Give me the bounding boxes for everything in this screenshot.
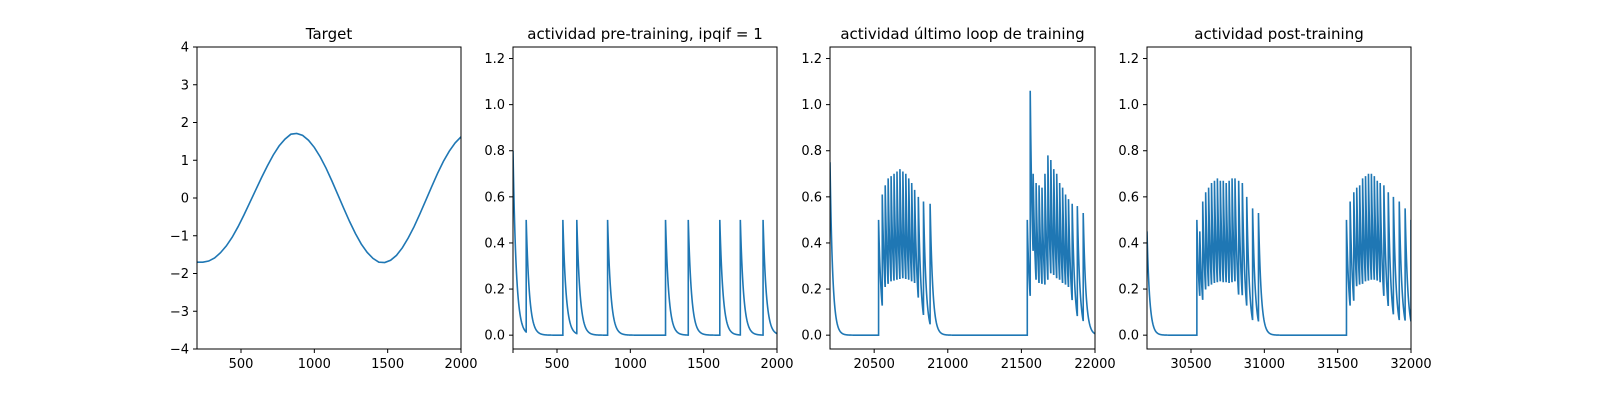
x-tick-label: 2000 [444,357,477,372]
x-tick-label: 32000 [1390,357,1431,372]
y-tick-label: 0.4 [484,236,505,251]
axes-frame [196,46,462,350]
axes-frame [512,46,778,350]
axes-frame [1146,46,1412,350]
y-tick-label: 1.0 [484,98,505,113]
y-tick-label: 1.0 [1118,98,1139,113]
y-tick-label: 2 [181,116,189,131]
y-tick-label: 0.4 [1118,236,1139,251]
x-tick-label: 500 [545,357,570,372]
series-line [513,150,777,336]
x-tick-label: 1500 [371,357,404,372]
y-tick-label: −2 [170,267,189,282]
y-tick-label: 3 [181,78,189,93]
y-tick-label: 0.6 [1118,190,1139,205]
series-line [197,132,461,264]
subplot-title: actividad pre-training, ipqif = 1 [527,25,763,43]
y-tick-label: 0.6 [484,190,505,205]
subplot-3: actividad último loop de training 20500 21… [801,25,1115,372]
y-tick-label: 0.8 [801,144,822,159]
subplot-4: actividad post-training 30500 31000 31500 32… [1118,25,1431,372]
y-tick-label: 0.2 [484,283,505,298]
y-tick-label: 0.8 [1118,144,1139,159]
y-tick-label: 1.2 [1118,52,1139,67]
y-tick-label: −3 [170,305,189,320]
x-tick-label: 1000 [614,357,647,372]
y-tick-label: 4 [181,41,189,56]
y-tick-label: 1 [181,154,189,169]
y-tick-label: 1.0 [801,98,822,113]
y-tick-label: 0.6 [801,190,822,205]
subplot-title: actividad último loop de training [840,25,1084,43]
x-tick-label: 31500 [1317,357,1358,372]
subplot-2: actividad pre-training, ipqif = 1 500 1000… [484,25,793,372]
x-tick-label: 30500 [1170,357,1211,372]
x-tick-label: 1000 [298,357,331,372]
y-tick-label: 0 [181,192,189,207]
x-tick-label: 31000 [1244,357,1285,372]
series-line [830,90,1095,336]
y-tick-label: 0.8 [484,144,505,159]
x-tick-label: 22000 [1074,357,1115,372]
y-tick-label: −1 [170,229,189,244]
y-tick-label: 0.0 [1118,329,1139,344]
x-tick-label: 2000 [760,357,793,372]
y-tick-label: 0.4 [801,236,822,251]
y-tick-label: 1.2 [801,52,822,67]
x-tick-label: 500 [229,357,254,372]
x-tick-label: 20500 [853,357,894,372]
subplot-title: Target [305,25,353,43]
x-tick-label: 1500 [687,357,720,372]
x-tick-label: 21500 [1001,357,1042,372]
y-tick-label: 0.0 [484,329,505,344]
y-tick-label: 0.2 [1118,283,1139,298]
y-tick-label: 0.0 [801,329,822,344]
subplot-title: actividad post-training [1194,25,1363,43]
y-tick-label: 0.2 [801,283,822,298]
axes-frame [829,46,1096,350]
y-tick-label: 1.2 [484,52,505,67]
series-line [1147,173,1411,336]
x-tick-label: 21000 [927,357,968,372]
subplot-1: Target 500 1000 1500 2000 −4 −3 −2 −1 0 1 2 3 4 [170,25,478,372]
y-tick-label: −4 [170,343,189,358]
